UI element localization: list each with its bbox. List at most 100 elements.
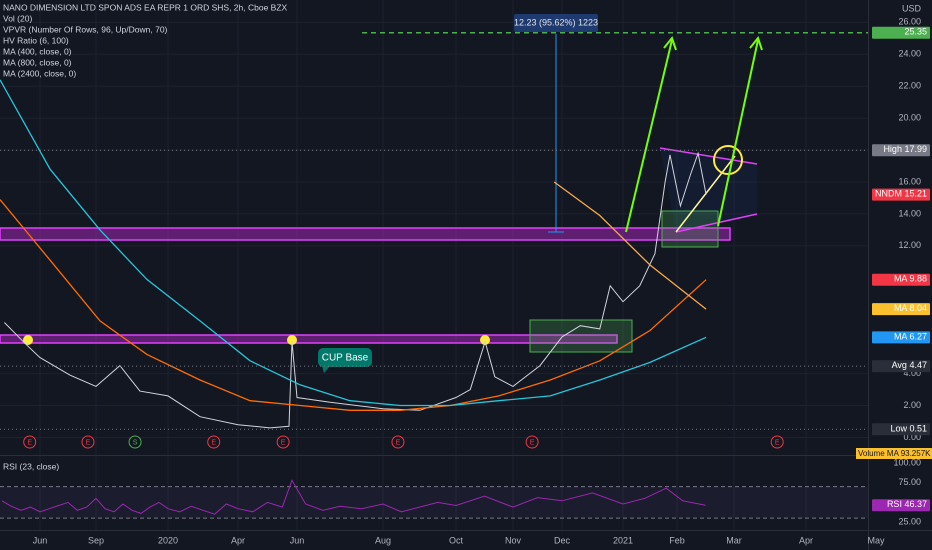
y-tick-label: 4.00 xyxy=(903,368,921,378)
x-tick-label: Mar xyxy=(726,535,742,545)
event-marker xyxy=(770,435,784,449)
event-marker xyxy=(128,435,142,449)
resistance-band xyxy=(0,227,731,241)
y-tick-label: 24.00 xyxy=(898,49,921,59)
y-tick-label: 16.00 xyxy=(898,176,921,186)
breakout-circle xyxy=(713,145,743,175)
x-tick-label: Apr xyxy=(231,535,245,545)
event-marker xyxy=(81,435,95,449)
indicator-label: MA (400, close, 0) xyxy=(3,46,72,56)
last-value-label-bg xyxy=(872,303,930,316)
event-label: E xyxy=(211,439,216,446)
last-value-label-bg xyxy=(872,188,930,201)
event-marker xyxy=(276,435,290,449)
event-marker xyxy=(207,435,221,449)
indicator-label: MA (800, close, 0) xyxy=(3,57,72,67)
target-arrow xyxy=(717,39,759,227)
event-label: S xyxy=(133,439,138,446)
cup-point xyxy=(287,335,297,345)
y-tick-label: 75.00 xyxy=(898,477,921,487)
series-line xyxy=(1,479,706,515)
price-label-value: 4.47 xyxy=(909,360,927,370)
last-value-label-name: NNDM xyxy=(875,189,902,199)
rsi-title: RSI (23, close) xyxy=(3,461,59,471)
y-tick-label: 22.00 xyxy=(898,81,921,91)
event-label: E xyxy=(530,439,535,446)
indicator-label: HV Ratio (6, 100) xyxy=(3,35,69,45)
event-label: E xyxy=(27,439,32,446)
x-tick-label: Aug xyxy=(375,535,391,545)
y-tick-label: 12.00 xyxy=(898,240,921,250)
drawings: 12.23 (95.62%) 1223 CUP Base xyxy=(0,14,763,373)
base-box xyxy=(529,319,633,353)
trendline xyxy=(675,213,758,233)
series-line xyxy=(553,181,707,310)
x-tick-label: Oct xyxy=(449,535,464,545)
cup-callout-tail xyxy=(322,366,330,373)
indicator-label: Vol (20) xyxy=(3,13,32,23)
currency: USD xyxy=(902,3,922,13)
price-label: High 17.99 xyxy=(883,145,927,155)
price-label: Low 0.51 xyxy=(890,424,927,434)
indicator-label: VPVR (Number Of Rows, 96, Up/Down, 70) xyxy=(3,24,168,34)
marks xyxy=(0,31,868,515)
x-tick-label: Nov xyxy=(505,535,522,545)
price-label-bg xyxy=(872,360,930,373)
target-label-value: 25.35 xyxy=(904,27,927,37)
event-label: E xyxy=(396,439,401,446)
cup-point xyxy=(23,335,33,345)
last-value-label: RSI 46.37 xyxy=(887,500,927,510)
cup-point xyxy=(480,335,490,345)
x-tick-label: 2021 xyxy=(613,535,633,545)
cup-label: CUP Base xyxy=(322,353,369,364)
y-tick-label: 25.00 xyxy=(898,516,921,526)
series-line xyxy=(0,79,707,407)
x-tick-label: Jun xyxy=(290,535,305,545)
last-value-label-value: 8.04 xyxy=(909,303,927,313)
last-value-label-name: RSI xyxy=(887,500,902,510)
last-value-label-bg xyxy=(872,331,930,344)
price-label: Avg 4.47 xyxy=(892,360,927,370)
y-tick-label: 26.00 xyxy=(898,17,921,27)
last-value-label: MA 6.27 xyxy=(894,332,927,342)
y-tick-label: 0.00 xyxy=(903,432,921,442)
labels: Jun Sep 2020 Apr Jun Aug Oct Nov Dec 2021 Feb Mar Ap… xyxy=(27,17,932,545)
header: NANO DIMENSION LTD SPON ADS EA REPR 1 OR… xyxy=(3,2,288,78)
series-line xyxy=(0,199,707,411)
price-label-name: Low xyxy=(890,424,907,434)
price-label-name: High xyxy=(883,145,902,155)
y-tick-label: 20.00 xyxy=(898,113,921,123)
indicator-label: NANO DIMENSION LTD SPON ADS EA REPR 1 OR… xyxy=(3,2,288,12)
support-band xyxy=(0,334,618,344)
series-line xyxy=(4,151,707,429)
x-tick-label: Sep xyxy=(88,535,104,545)
price-label-value: 0.51 xyxy=(909,424,927,434)
volume-ma-bg xyxy=(856,448,932,459)
event-label: E xyxy=(86,439,91,446)
last-value-label-value: 6.27 xyxy=(909,332,927,342)
event-marker xyxy=(23,435,37,449)
event-label: E xyxy=(281,439,286,446)
rsi-band-fill xyxy=(0,486,868,519)
x-tick-label: 2020 xyxy=(158,535,178,545)
target-arrow xyxy=(625,39,673,233)
measure-box xyxy=(514,14,598,32)
last-value-label-value: 9.88 xyxy=(909,274,927,284)
price-label-value: 17.99 xyxy=(904,145,927,155)
price-label-name: Avg xyxy=(892,360,907,370)
last-value-label-name: MA xyxy=(894,303,907,313)
last-value-label-name: MA xyxy=(894,274,907,284)
y-tick-label: 100.00 xyxy=(893,457,921,467)
last-value-label: NNDM 15.21 xyxy=(875,189,927,199)
measure-label: 12.23 (95.62%) 1223 xyxy=(514,17,598,27)
event-marker xyxy=(525,435,539,449)
target-label: 25.35 xyxy=(904,27,927,37)
x-tick-label: Dec xyxy=(554,535,571,545)
x-tick-label: May xyxy=(867,535,885,545)
last-value-label: MA 9.88 xyxy=(894,274,927,284)
x-tick-label: Apr xyxy=(799,535,813,545)
target-label-bg xyxy=(872,26,930,39)
cup-callout xyxy=(318,348,372,367)
